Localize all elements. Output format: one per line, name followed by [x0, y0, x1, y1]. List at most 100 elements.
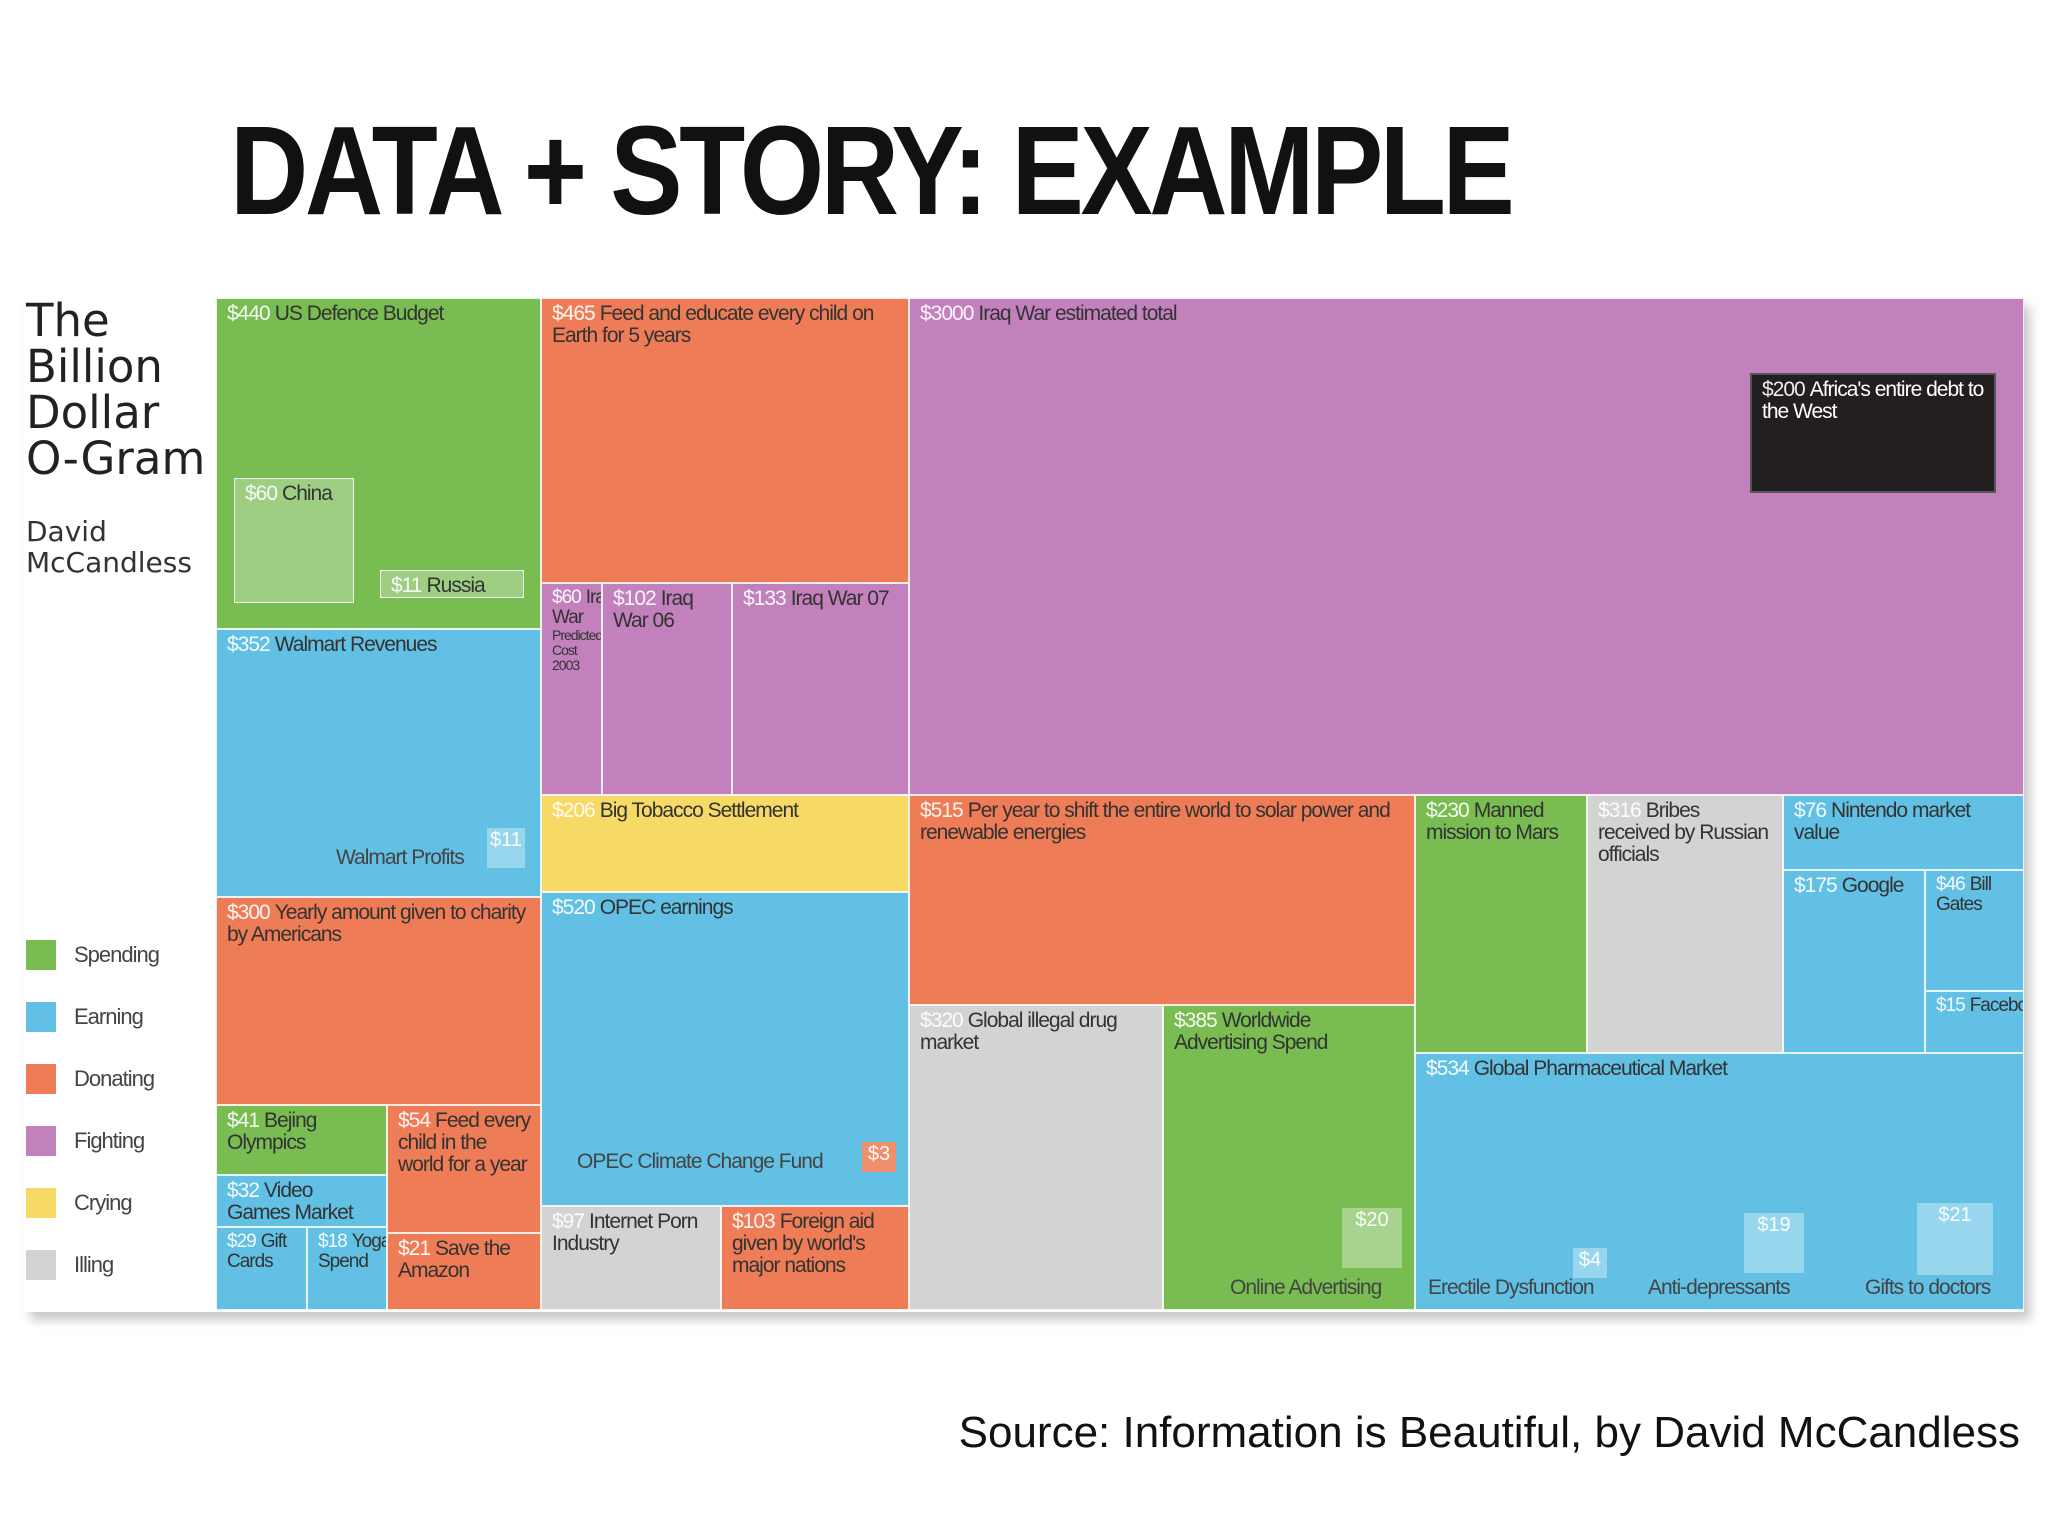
cell-label: $54 Feed every child in the world for a y… [398, 1110, 532, 1176]
cell-value: $3 [867, 1143, 891, 1165]
cell-text: Online Advertising [1230, 1276, 1382, 1299]
treemap-cell: $465 Feed and educate every child on Eart… [541, 298, 909, 583]
treemap-cell: $320 Global illegal drug market [909, 1005, 1163, 1310]
cell-text: Walmart Revenues [274, 633, 438, 656]
cell-label: $29 Gift Cards [227, 1232, 298, 1272]
cell-value: $76 [1794, 799, 1827, 822]
source-caption: Source: Information is Beautiful, by Dav… [958, 1408, 2020, 1457]
cell-label: $60 China [245, 483, 345, 505]
cell-value: $200 [1762, 378, 1806, 401]
cell-value: $11 [391, 574, 423, 597]
cell-label: $300 Yearly amount given to charity by Am… [227, 902, 532, 946]
cell-value: $534 [1426, 1057, 1470, 1080]
cell-text: Global Pharmaceutical Market [1473, 1057, 1728, 1080]
cell-label: $175 Google [1794, 875, 1916, 897]
cell-text: Yoga Spend [318, 1231, 387, 1272]
cell-text: Anti-depressants [1648, 1276, 1791, 1299]
treemap-cell: $102 Iraq War 06 [602, 583, 732, 795]
cell-value: $352 [227, 633, 271, 656]
cell-value: $21 [398, 1237, 431, 1260]
treemap-cell: $4 [1573, 1248, 1607, 1278]
cell-value: $133 [743, 587, 787, 610]
cell-label: $15Facebook [1936, 995, 2023, 1016]
treemap-cell: $11 [487, 828, 525, 868]
treemap-cell: $97 Internet Porn Industry [541, 1206, 721, 1310]
legend-item: Spending [26, 940, 216, 974]
cell-value: $520 [552, 896, 596, 919]
cell-label: $18 Yoga Spend [318, 1232, 386, 1272]
cell-text: Big Tobacco Settlement [599, 799, 799, 822]
cell-label: $11 Russia [391, 575, 515, 597]
cell-value: $21 [1938, 1204, 1972, 1226]
cell-value: $29 [227, 1231, 257, 1252]
cell-label: $3000 Iraq War estimated total [920, 303, 2015, 325]
treemap-cell: $46 Bill Gates [1925, 870, 2024, 991]
cell-value: $32 [227, 1179, 260, 1202]
cell-text: Save the Amazon [398, 1237, 511, 1282]
cell-text: Manned mission to Mars [1426, 799, 1559, 844]
legend-label: Donating [74, 1066, 155, 1091]
cell-text: Bejing Olympics [227, 1109, 317, 1154]
treemap-cell: $133 Iraq War 07 [732, 583, 909, 795]
cell-label: $320 Global illegal drug market [920, 1010, 1154, 1054]
cell-text: Iraq War 07 [790, 587, 890, 610]
cell-text: OPEC Climate Change Fund [577, 1150, 824, 1173]
cell-label: $515 Per year to shift the entire world t… [920, 800, 1406, 844]
cell-text: Iraq War 06 [613, 587, 694, 632]
chart-title: The Billion Dollar O-Gram [26, 294, 206, 485]
legend-swatch [26, 940, 56, 970]
cell-label: $103 Foreign aid given by world's major n… [732, 1211, 900, 1277]
treemap-cell: $103 Foreign aid given by world's major n… [721, 1206, 909, 1310]
legend-label: Spending [74, 942, 160, 967]
cell-text: Gifts to doctors [1865, 1276, 1991, 1299]
cell-label: $440 US Defence Budget [227, 303, 532, 325]
cell-label: $230 Manned mission to Mars [1426, 800, 1578, 844]
treemap-cell: $41 Bejing Olympics [216, 1105, 387, 1175]
legend-item: Illing [26, 1250, 216, 1284]
legend-swatch [26, 1126, 56, 1156]
cell-value: $15 [1936, 995, 1966, 1016]
treemap-cell: $520 OPEC earnings [541, 892, 909, 1206]
cell-value: $54 [398, 1109, 431, 1132]
treemap-cell: $440 US Defence Budget [216, 298, 541, 629]
cell-value: $206 [552, 799, 596, 822]
treemap-cell: $21 [1917, 1203, 1993, 1275]
cell-text: Walmart Profits [336, 846, 465, 869]
cell-value: $11 [490, 829, 522, 851]
slide-title: DATA + STORY: EXAMPLE [230, 100, 1515, 241]
cell-label: $520 OPEC earnings [552, 897, 900, 919]
treemap-cell: $15Facebook [1925, 991, 2024, 1053]
cell-label: $534 Global Pharmaceutical Market [1426, 1058, 2015, 1080]
cell-text: Russia [426, 574, 485, 597]
cell-value: $316 [1598, 799, 1642, 822]
treemap-cell: $534 Global Pharmaceutical Market [1415, 1053, 2024, 1310]
cell-value: $320 [920, 1009, 964, 1032]
treemap-cell: $230 Manned mission to Mars [1415, 795, 1587, 1053]
cell-label: $316 Bribes received by Russian officials [1598, 800, 1774, 866]
legend-swatch [26, 1002, 56, 1032]
cell-value: $300 [227, 901, 271, 924]
cell-value: $20 [1355, 1209, 1389, 1231]
cell-text: OPEC earnings [599, 896, 734, 919]
legend-swatch [26, 1064, 56, 1094]
cell-text: Internet Porn Industry [552, 1210, 698, 1255]
cell-text: Worldwide Advertising Spend [1174, 1009, 1328, 1054]
cell-text: Google [1841, 874, 1905, 897]
treemap-cell: $206 Big Tobacco Settlement [541, 795, 909, 892]
cell-text: Iraq War estimated total [978, 302, 1177, 325]
cell-text: Bill Gates [1936, 874, 1992, 915]
cell-label: $352 Walmart Revenues [227, 634, 532, 656]
cell-value: $3000 [920, 302, 974, 325]
treemap-cell: $175 Google [1783, 870, 1925, 1053]
cell-note: Predicted Cost 2003 [552, 627, 602, 673]
treemap-cell: $18 Yoga Spend [307, 1227, 387, 1310]
cell-label: $133 Iraq War 07 [743, 588, 900, 610]
cell-label: $97 Internet Porn Industry [552, 1211, 712, 1255]
cell-text: Feed every child in the world for a year [398, 1109, 531, 1176]
legend-item: Earning [26, 1002, 216, 1036]
cell-text: Africa's entire debt to the West [1762, 378, 1984, 423]
treemap-cell: $200 Africa's entire debt to the West [1750, 373, 1996, 493]
cell-label: $21 Save the Amazon [398, 1238, 532, 1282]
cell-text: Facebook [1969, 995, 2023, 1016]
